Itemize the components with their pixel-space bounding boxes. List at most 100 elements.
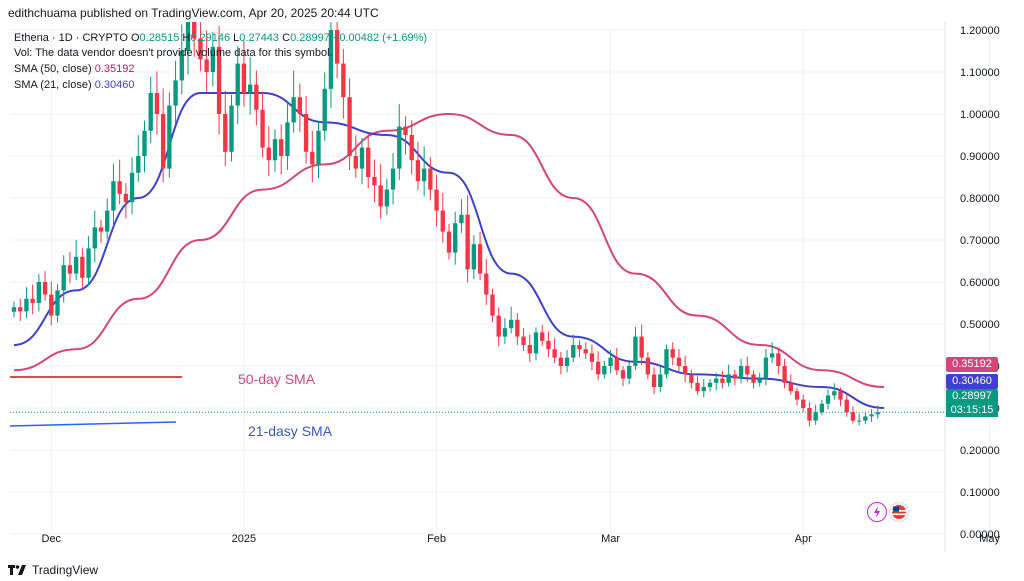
candle-body[interactable] — [316, 130, 321, 165]
candle-body[interactable] — [571, 345, 576, 358]
candle-body[interactable] — [18, 307, 23, 312]
candle-body[interactable] — [247, 84, 253, 93]
candle-body[interactable] — [627, 366, 632, 379]
candle-body[interactable] — [378, 185, 383, 207]
candle-body[interactable] — [303, 114, 309, 152]
candle-body[interactable] — [142, 130, 147, 156]
candle-body[interactable] — [297, 97, 303, 114]
candle-body[interactable] — [496, 315, 501, 337]
candle-body[interactable] — [645, 357, 651, 375]
candle-body[interactable] — [564, 357, 570, 366]
candle-body[interactable] — [832, 391, 837, 396]
candle-body[interactable] — [707, 382, 713, 387]
candle-body[interactable] — [875, 412, 880, 415]
candle-body[interactable] — [732, 374, 738, 379]
candle-body[interactable] — [620, 370, 626, 379]
candle-body[interactable] — [533, 332, 539, 354]
candle-body[interactable] — [409, 135, 414, 161]
candle-body[interactable] — [266, 147, 271, 161]
candle-body[interactable] — [720, 378, 725, 383]
candle-body[interactable] — [260, 109, 265, 148]
candle-body[interactable] — [639, 336, 644, 358]
candle-body[interactable] — [279, 139, 284, 156]
candle-body[interactable] — [136, 156, 141, 173]
candle-body[interactable] — [167, 105, 172, 169]
candle-body[interactable] — [819, 403, 825, 413]
candle-body[interactable] — [235, 63, 240, 106]
candle-body[interactable] — [285, 122, 290, 156]
candle-body[interactable] — [714, 378, 719, 383]
candle-body[interactable] — [757, 378, 762, 383]
candle-body[interactable] — [863, 416, 868, 421]
candle-body[interactable] — [633, 336, 638, 366]
candle-body[interactable] — [794, 391, 800, 400]
candle-body[interactable] — [670, 349, 675, 358]
candle-body[interactable] — [583, 349, 588, 354]
candle-body[interactable] — [185, 21, 191, 51]
candle-body[interactable] — [502, 328, 508, 337]
candle-body[interactable] — [353, 156, 358, 169]
candle-body[interactable] — [540, 332, 545, 341]
candle-body[interactable] — [434, 189, 439, 211]
candle-body[interactable] — [359, 147, 365, 169]
candle-body[interactable] — [689, 374, 694, 383]
candle-body[interactable] — [129, 172, 135, 203]
candle-body[interactable] — [776, 353, 781, 366]
candle-body[interactable] — [838, 391, 843, 400]
candle-body[interactable] — [738, 366, 744, 379]
candle-body[interactable] — [471, 244, 477, 270]
candle-body[interactable] — [105, 210, 110, 232]
candle-body[interactable] — [372, 177, 377, 186]
candle-body[interactable] — [589, 353, 595, 362]
candle-body[interactable] — [676, 357, 682, 366]
candle-body[interactable] — [272, 139, 278, 161]
candle-body[interactable] — [856, 420, 862, 422]
candle-body[interactable] — [477, 244, 483, 274]
candle-body[interactable] — [850, 412, 856, 421]
candle-body[interactable] — [403, 126, 408, 135]
candle-body[interactable] — [11, 307, 17, 312]
symbol-name[interactable]: Ethena · 1D · CRYPTO — [14, 32, 128, 44]
price-chart[interactable]: 50-day SMA 21-dasy SMA 1.20000 1.10000 1.0… — [0, 0, 1024, 552]
candle-body[interactable] — [80, 256, 85, 278]
candle-body[interactable] — [67, 265, 73, 274]
candle-body[interactable] — [42, 282, 48, 295]
flag-icon[interactable] — [889, 502, 909, 522]
candle-body[interactable] — [527, 345, 532, 354]
candle-body[interactable] — [216, 46, 222, 114]
candle-body[interactable] — [291, 97, 296, 123]
candle-body[interactable] — [179, 51, 184, 81]
candle-body[interactable] — [869, 414, 874, 417]
candle-body[interactable] — [521, 336, 526, 345]
candle-body[interactable] — [334, 30, 340, 64]
candle-body[interactable] — [695, 382, 700, 392]
candle-body[interactable] — [595, 361, 601, 375]
candle-body[interactable] — [421, 168, 427, 182]
candle-body[interactable] — [117, 181, 122, 194]
candle-body[interactable] — [552, 349, 557, 358]
candle-body[interactable] — [608, 357, 613, 366]
candle-body[interactable] — [254, 84, 259, 110]
candle-body[interactable] — [428, 168, 433, 190]
candle-body[interactable] — [73, 256, 79, 274]
candle-body[interactable] — [328, 30, 334, 89]
candle-body[interactable] — [546, 340, 551, 350]
candle-body[interactable] — [825, 395, 831, 404]
candle-body[interactable] — [30, 298, 35, 303]
candle-body[interactable] — [24, 298, 29, 312]
candle-body[interactable] — [415, 160, 421, 182]
candle-body[interactable] — [341, 63, 346, 98]
candle-body[interactable] — [508, 319, 514, 329]
candle-body[interactable] — [440, 210, 445, 232]
candle-body[interactable] — [459, 214, 464, 224]
candle-body[interactable] — [86, 248, 91, 278]
sma21-line[interactable] — [13, 92, 885, 409]
candle-body[interactable] — [366, 147, 371, 177]
legend-sma50[interactable]: SMA (50, close) 0.35192 — [14, 63, 134, 75]
candle-body[interactable] — [769, 353, 775, 358]
candle-body[interactable] — [844, 399, 849, 413]
candle-body[interactable] — [726, 374, 731, 383]
candle-body[interactable] — [446, 231, 452, 253]
candle-body[interactable] — [173, 80, 178, 106]
candle-body[interactable] — [154, 93, 160, 114]
